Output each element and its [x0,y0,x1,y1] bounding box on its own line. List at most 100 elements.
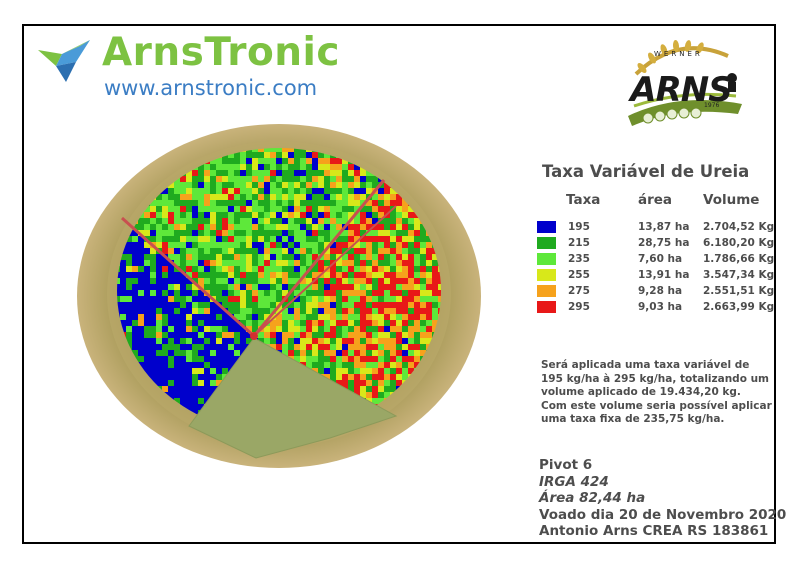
map-cell [354,350,360,356]
map-cell [276,206,282,212]
map-cell [378,368,384,374]
map-cell [264,158,270,164]
map-cell [372,362,378,368]
map-cell [342,314,348,320]
map-cell [402,302,408,308]
map-cell [117,296,120,302]
map-cell [312,224,318,230]
field-area: Área 82,44 ha [539,490,646,506]
map-cell [288,308,294,314]
map-cell [360,242,366,248]
map-cell [138,428,144,434]
map-cell [396,290,402,296]
map-cell [396,272,402,278]
legend-rate: 295 [568,301,590,313]
map-cell [300,194,306,200]
map-cell [150,350,156,356]
map-cell [384,296,390,302]
map-cell [246,332,252,338]
map-cell [294,164,300,170]
map-cell [204,224,210,230]
map-cell [234,164,240,170]
map-cell [120,416,126,422]
map-cell [216,362,222,368]
map-cell [156,326,162,332]
map-cell [420,266,426,272]
map-cell [360,224,366,230]
map-cell [276,212,282,218]
map-cell [312,158,318,164]
map-cell [324,236,330,242]
map-cell [204,236,210,242]
map-cell [228,272,234,278]
map-cell [162,308,168,314]
map-cell [336,374,342,380]
map-cell [300,248,306,254]
map-cell [300,152,306,158]
map-cell [264,176,270,182]
map-cell [294,148,300,152]
map-cell [180,374,186,380]
map-cell [270,206,276,212]
map-cell [336,260,342,266]
map-cell [348,302,354,308]
map-cell [228,224,234,230]
map-cell [180,332,186,338]
map-cell [198,278,204,284]
map-cell [252,266,258,272]
map-cell [144,212,150,218]
legend-swatch [537,301,556,313]
map-cell [216,356,222,362]
map-cell [342,374,348,380]
map-cell [132,148,138,152]
legend-rate: 215 [568,237,590,249]
map-cell [438,182,441,188]
map-cell [276,182,282,188]
map-cell [240,338,246,344]
map-cell [138,224,144,230]
map-cell [228,152,234,158]
map-cell [264,194,270,200]
map-cell [294,254,300,260]
map-cell [390,194,396,200]
map-cell [420,434,426,440]
map-cell [360,350,366,356]
map-cell [420,302,426,308]
map-cell [390,302,396,308]
map-cell [138,152,144,158]
map-cell [210,266,216,272]
map-cell [246,200,252,206]
map-cell [138,242,144,248]
map-cell [282,308,288,314]
map-cell [378,308,384,314]
map-cell [354,230,360,236]
map-cell [420,236,426,242]
map-cell [372,182,378,188]
map-cell [438,278,441,284]
map-cell [174,296,180,302]
map-cell [396,236,402,242]
map-cell [348,362,354,368]
map-cell [390,148,396,152]
map-cell [426,320,432,326]
map-cell [216,380,222,386]
map-cell [198,242,204,248]
map-cell [186,284,192,290]
map-cell [210,182,216,188]
legend-area: 7,60 ha [638,253,683,265]
map-cell [240,212,246,218]
map-cell [198,320,204,326]
map-cell [222,350,228,356]
map-cell [294,278,300,284]
map-cell [396,362,402,368]
map-cell [300,148,306,152]
map-cell [210,176,216,182]
map-cell [408,296,414,302]
map-cell [360,230,366,236]
map-cell [234,158,240,164]
map-cell [186,206,192,212]
map-cell [306,362,312,368]
map-cell [348,290,354,296]
map-cell [324,290,330,296]
map-cell [234,308,240,314]
